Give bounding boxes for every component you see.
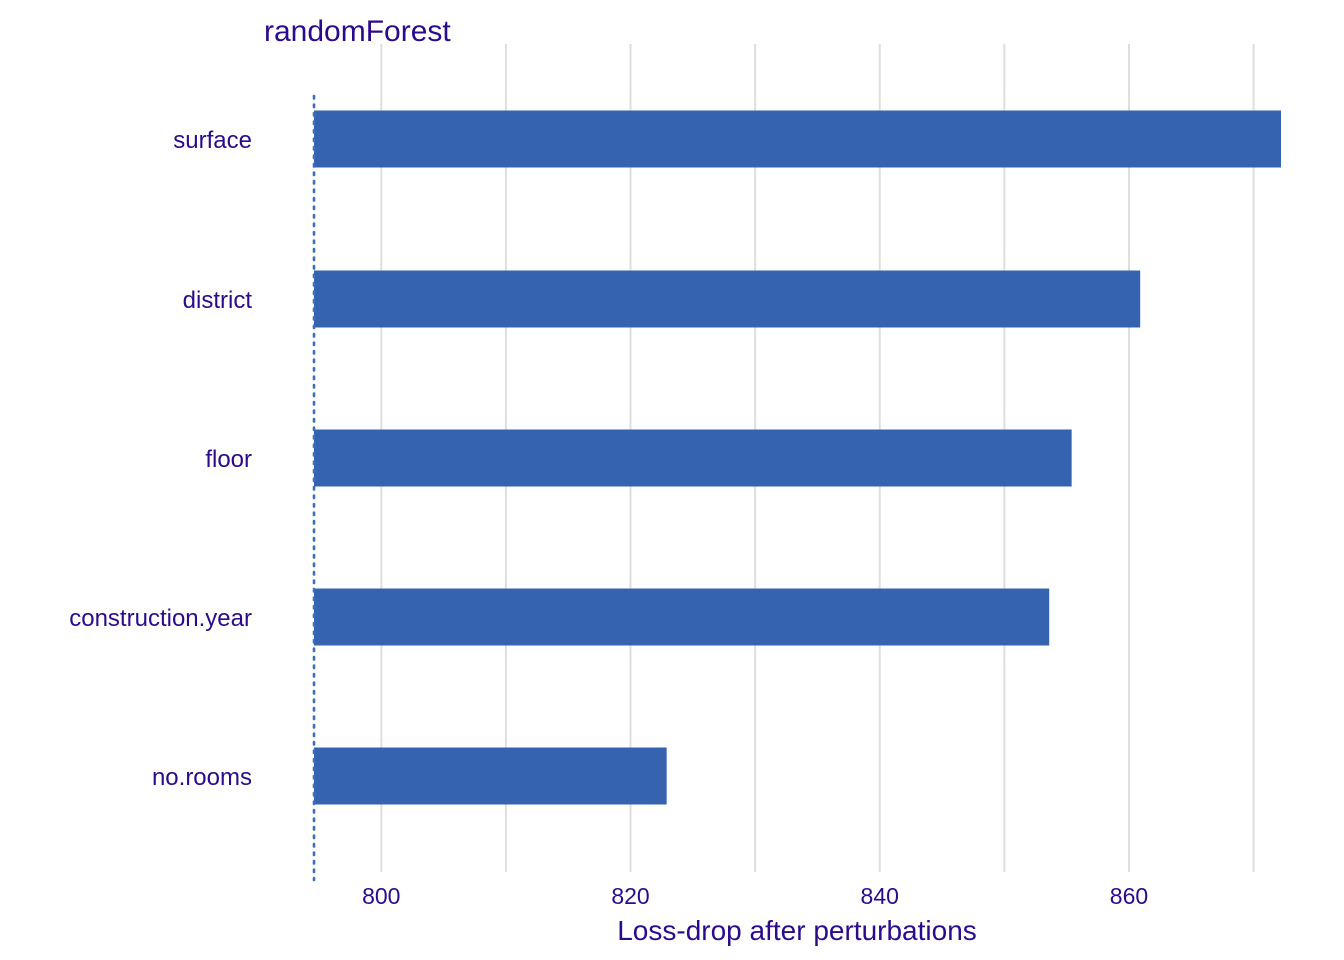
- category-labels: surface district floor construction.year no.…: [69, 127, 252, 791]
- category-label: surface: [173, 127, 252, 154]
- x-tick-label: 840: [861, 883, 899, 909]
- category-label: construction.year: [69, 605, 252, 632]
- bar-district: [314, 270, 1141, 328]
- x-tick-label: 800: [362, 883, 400, 909]
- bar-no-rooms: [314, 747, 667, 805]
- bar-construction-year: [314, 588, 1050, 646]
- bars: [314, 110, 1281, 805]
- category-label: no.rooms: [152, 764, 252, 791]
- category-label: floor: [205, 446, 252, 473]
- x-tick-label: 820: [611, 883, 649, 909]
- category-label: district: [183, 287, 253, 314]
- bar-floor: [314, 429, 1072, 487]
- x-axis-title: Loss-drop after perturbations: [617, 915, 977, 946]
- chart-title: randomForest: [264, 15, 451, 48]
- x-tick-label: 860: [1110, 883, 1148, 909]
- bar-surface: [314, 110, 1281, 168]
- x-tick-labels: 800 820 840 860: [362, 883, 1148, 909]
